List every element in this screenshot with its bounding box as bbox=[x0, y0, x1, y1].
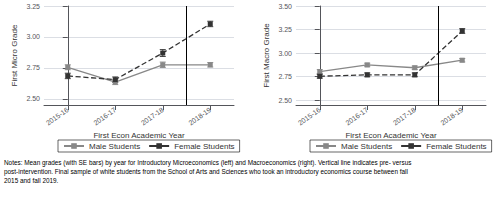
svg-text:Female Students: Female Students bbox=[426, 142, 486, 151]
svg-text:2016-17: 2016-17 bbox=[92, 106, 117, 127]
svg-text:3.00: 3.00 bbox=[278, 50, 292, 57]
svg-text:First Macro Grade: First Macro Grade bbox=[262, 23, 271, 88]
svg-text:2018-19: 2018-19 bbox=[439, 106, 464, 127]
svg-text:First Econ Academic Year: First Econ Academic Year bbox=[93, 131, 184, 140]
svg-text:2015-16: 2015-16 bbox=[297, 106, 322, 127]
svg-text:2018-19: 2018-19 bbox=[187, 106, 212, 127]
svg-text:First Econ Academic Year: First Econ Academic Year bbox=[345, 131, 436, 140]
svg-text:3.25: 3.25 bbox=[278, 26, 292, 33]
svg-text:2.50: 2.50 bbox=[26, 95, 40, 102]
svg-text:2015 and fall 2019.: 2015 and fall 2019. bbox=[4, 177, 59, 184]
svg-text:2017-18: 2017-18 bbox=[140, 106, 165, 127]
svg-text:2.50: 2.50 bbox=[278, 97, 292, 104]
svg-text:2017-18: 2017-18 bbox=[392, 106, 417, 127]
svg-text:Male Students: Male Students bbox=[341, 142, 392, 151]
svg-text:First Micro Grade: First Micro Grade bbox=[10, 24, 19, 86]
svg-text:Female Students: Female Students bbox=[174, 142, 234, 151]
svg-text:3.00: 3.00 bbox=[26, 33, 40, 40]
svg-text:post-intervention. Final sampl: post-intervention. Final sample of white… bbox=[4, 168, 408, 176]
svg-text:Notes: Mean grades (with SE ba: Notes: Mean grades (with SE bars) by yea… bbox=[4, 159, 411, 167]
svg-text:3.50: 3.50 bbox=[278, 3, 292, 10]
svg-text:2015-16: 2015-16 bbox=[45, 106, 70, 127]
svg-text:3.25: 3.25 bbox=[26, 3, 40, 10]
svg-text:2.75: 2.75 bbox=[26, 64, 40, 71]
svg-text:Male Students: Male Students bbox=[89, 142, 140, 151]
svg-text:2.75: 2.75 bbox=[278, 73, 292, 80]
svg-text:2016-17: 2016-17 bbox=[344, 106, 369, 127]
